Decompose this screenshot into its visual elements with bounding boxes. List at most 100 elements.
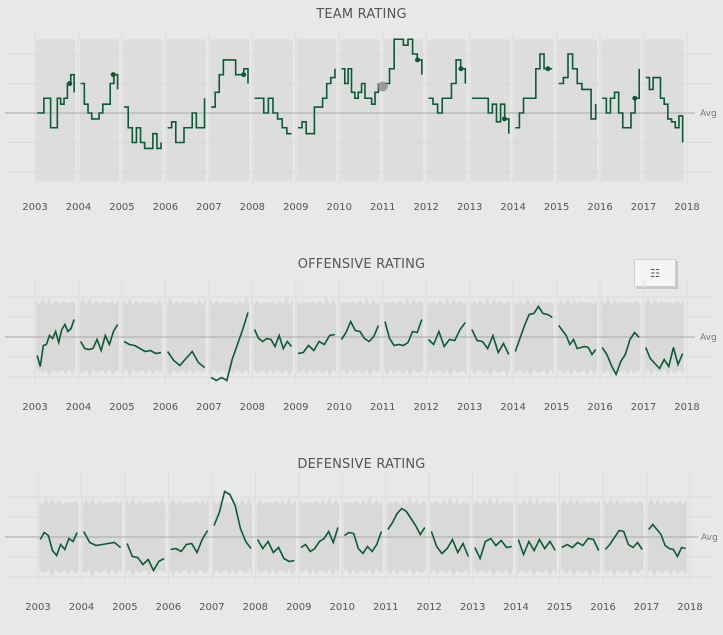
x-tick-label: 2017 [631,202,656,213]
season-line-2004 [80,73,119,120]
other-teams-lines [36,39,76,181]
x-tick-label: 2003 [25,602,50,613]
avg-label: Avg [701,533,718,543]
season-line-2016 [602,68,640,129]
season-end-marker [110,72,116,78]
x-tick-label: 2016 [587,402,612,413]
season-line-2010 [344,531,383,555]
season-end-marker [545,66,551,72]
season-line-2008 [254,97,292,135]
x-tick-label: 2012 [413,402,438,413]
avg-label: Avg [700,333,717,343]
x-tick-label: 2017 [634,602,659,613]
x-tick-label: 2008 [243,602,268,613]
season-line-2013 [471,329,510,355]
season-line-2017 [648,523,686,559]
x-tick-label: 2011 [370,202,395,213]
season-line-2004 [82,531,122,549]
defensive-rating-title: DEFENSIVE RATING [297,457,426,472]
x-tick-label: 2015 [547,602,572,613]
season-line-2006 [166,350,206,369]
other-teams-lines [514,39,554,181]
season-line-2016 [601,331,640,377]
season-line-2006 [167,98,206,144]
x-tick-label: 2013 [460,602,485,613]
season-line-2010 [340,319,380,343]
season-line-2012 [430,531,470,557]
x-tick-label: 2008 [240,202,265,213]
x-tick-label: 2005 [112,602,137,613]
other-teams-lines [384,39,424,181]
season-line-2005 [126,543,165,573]
season-end-marker [415,57,421,63]
x-tick-label: 2008 [240,402,265,413]
season-line-2015 [558,325,597,356]
x-tick-label: 2016 [587,202,612,213]
season-line-2013 [471,97,510,134]
x-tick-label: 2009 [283,202,308,213]
x-tick-label: 2004 [66,402,91,413]
season-line-2009 [300,527,339,553]
x-tick-label: 2005 [109,402,134,413]
season-end-marker [632,95,638,101]
season-line-2007 [211,59,249,108]
season-line-2003 [39,531,78,558]
season-line-2014 [514,305,553,352]
season-line-2009 [297,333,336,355]
season-line-2015 [561,537,600,551]
x-tick-label: 2012 [413,202,438,213]
x-tick-label: 2006 [156,602,181,613]
x-tick-label: 2010 [327,402,352,413]
defensive-rating-chart: 2003 2004 2005 2006 2007 2008 2009 2010 2011 2012… [5,472,718,613]
x-tick-label: 2010 [330,602,355,613]
x-tick-label: 2013 [457,202,482,213]
x-tick-label: 2007 [196,402,221,413]
x-tick-label: 2006 [153,202,178,213]
other-teams-lines [297,39,337,181]
x-tick-label: 2004 [66,202,91,213]
season-line-2017 [644,347,684,370]
x-tick-label: 2015 [544,402,569,413]
x-tick-label: 2004 [69,602,94,613]
offensive-rating-chart: 2003 2004 2005 2006 2007 2008 2009 2010 2011 2012… [5,280,717,413]
table-icon: ☷ [650,266,660,280]
x-tick-label: 2010 [327,202,352,213]
x-tick-label: 2009 [286,602,311,613]
team-rating-title: TEAM RATING [316,7,407,22]
season-line-2005 [123,340,162,355]
season-line-2006 [170,530,209,555]
x-tick-label: 2011 [373,602,398,613]
season-line-2014 [515,53,553,129]
highlighted-point [377,81,388,92]
season-end-marker [241,72,247,78]
other-teams-lines [601,39,641,181]
x-tick-label: 2016 [590,602,615,613]
other-teams-lines [210,39,250,181]
season-line-2014 [517,537,556,557]
other-teams-lines [123,39,163,181]
season-line-2011 [387,507,426,537]
view-data-button[interactable]: ☷ [634,259,676,287]
x-tick-label: 2003 [22,402,47,413]
x-tick-label: 2003 [22,202,47,213]
season-line-2013 [474,537,512,561]
offensive-rating-title: OFFENSIVE RATING [297,257,426,272]
other-teams-lines [166,39,206,181]
season-end-marker [501,116,507,122]
x-tick-label: 2018 [677,602,702,613]
season-line-2007 [210,312,249,382]
season-line-2009 [297,68,336,135]
other-teams-lines [340,39,380,181]
season-line-2007 [213,490,252,549]
team-rating-chart: 2003 2004 2005 2006 2007 2008 2009 2010 2011 2012… [5,30,717,213]
season-line-2011 [384,319,423,347]
x-tick-label: 2014 [500,202,525,213]
season-line-2010 [341,67,380,105]
season-line-2017 [645,76,684,143]
season-line-2005 [124,106,162,150]
other-teams-lines [79,39,119,181]
x-tick-label: 2009 [283,402,308,413]
x-tick-label: 2005 [109,202,134,213]
other-teams-lines [470,39,511,181]
season-line-2008 [253,329,293,351]
